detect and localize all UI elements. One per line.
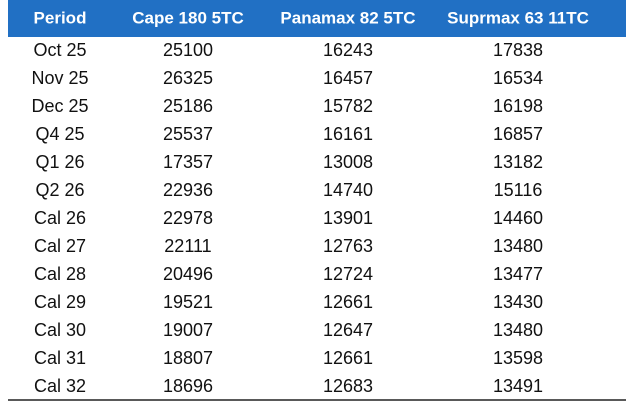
value-cell: 14740	[323, 180, 373, 200]
value-cell: 20496	[163, 264, 213, 284]
period-cell: Cal 31	[34, 348, 86, 368]
value-cell: 22978	[163, 208, 213, 228]
column-header: Suprmax 63 11TC	[447, 8, 589, 27]
value-cell: 25100	[163, 40, 213, 60]
value-cell: 13477	[493, 264, 543, 284]
value-cell: 16457	[323, 68, 373, 88]
value-cell: 19521	[163, 292, 213, 312]
period-cell: Nov 25	[31, 68, 88, 88]
value-cell: 18807	[163, 348, 213, 368]
value-cell: 15782	[323, 96, 373, 116]
value-cell: 15116	[494, 180, 543, 200]
value-cell: 16534	[493, 68, 543, 88]
value-cell: 16243	[323, 40, 373, 60]
period-cell: Dec 25	[31, 96, 88, 116]
value-cell: 12683	[323, 376, 373, 396]
period-cell: Cal 29	[34, 292, 86, 312]
value-cell: 16198	[493, 96, 543, 116]
period-cell: Cal 27	[34, 236, 86, 256]
value-cell: 13480	[493, 236, 543, 256]
period-cell: Cal 30	[34, 320, 86, 340]
value-cell: 16161	[323, 124, 373, 144]
period-cell: Q4 25	[35, 124, 84, 144]
value-cell: 12647	[323, 320, 373, 340]
value-cell: 12661	[323, 292, 373, 312]
period-cell: Cal 26	[34, 208, 86, 228]
header-background	[8, 0, 626, 37]
period-cell: Q2 26	[35, 180, 84, 200]
period-cell: Q1 26	[35, 152, 84, 172]
value-cell: 17357	[163, 152, 213, 172]
value-cell: 25537	[163, 124, 213, 144]
column-header: Cape 180 5TC	[132, 8, 244, 27]
value-cell: 13901	[323, 208, 373, 228]
period-cell: Cal 32	[34, 376, 86, 396]
value-cell: 12724	[323, 264, 373, 284]
value-cell: 13182	[493, 152, 543, 172]
value-cell: 25186	[163, 96, 213, 116]
value-cell: 12763	[323, 236, 373, 256]
value-cell: 13598	[493, 348, 543, 368]
period-cell: Cal 28	[34, 264, 86, 284]
value-cell: 16857	[493, 124, 543, 144]
value-cell: 14460	[493, 208, 543, 228]
column-header: Panamax 82 5TC	[280, 8, 415, 27]
value-cell: 17838	[493, 40, 543, 60]
value-cell: 26325	[163, 68, 213, 88]
value-cell: 22111	[164, 236, 211, 256]
value-cell: 13480	[493, 320, 543, 340]
value-cell: 19007	[163, 320, 213, 340]
value-cell: 12661	[323, 348, 373, 368]
value-cell: 22936	[163, 180, 213, 200]
period-cell: Oct 25	[33, 40, 86, 60]
value-cell: 13430	[493, 292, 543, 312]
value-cell: 18696	[163, 376, 213, 396]
column-header: Period	[34, 8, 87, 27]
value-cell: 13491	[493, 376, 543, 396]
value-cell: 13008	[323, 152, 373, 172]
